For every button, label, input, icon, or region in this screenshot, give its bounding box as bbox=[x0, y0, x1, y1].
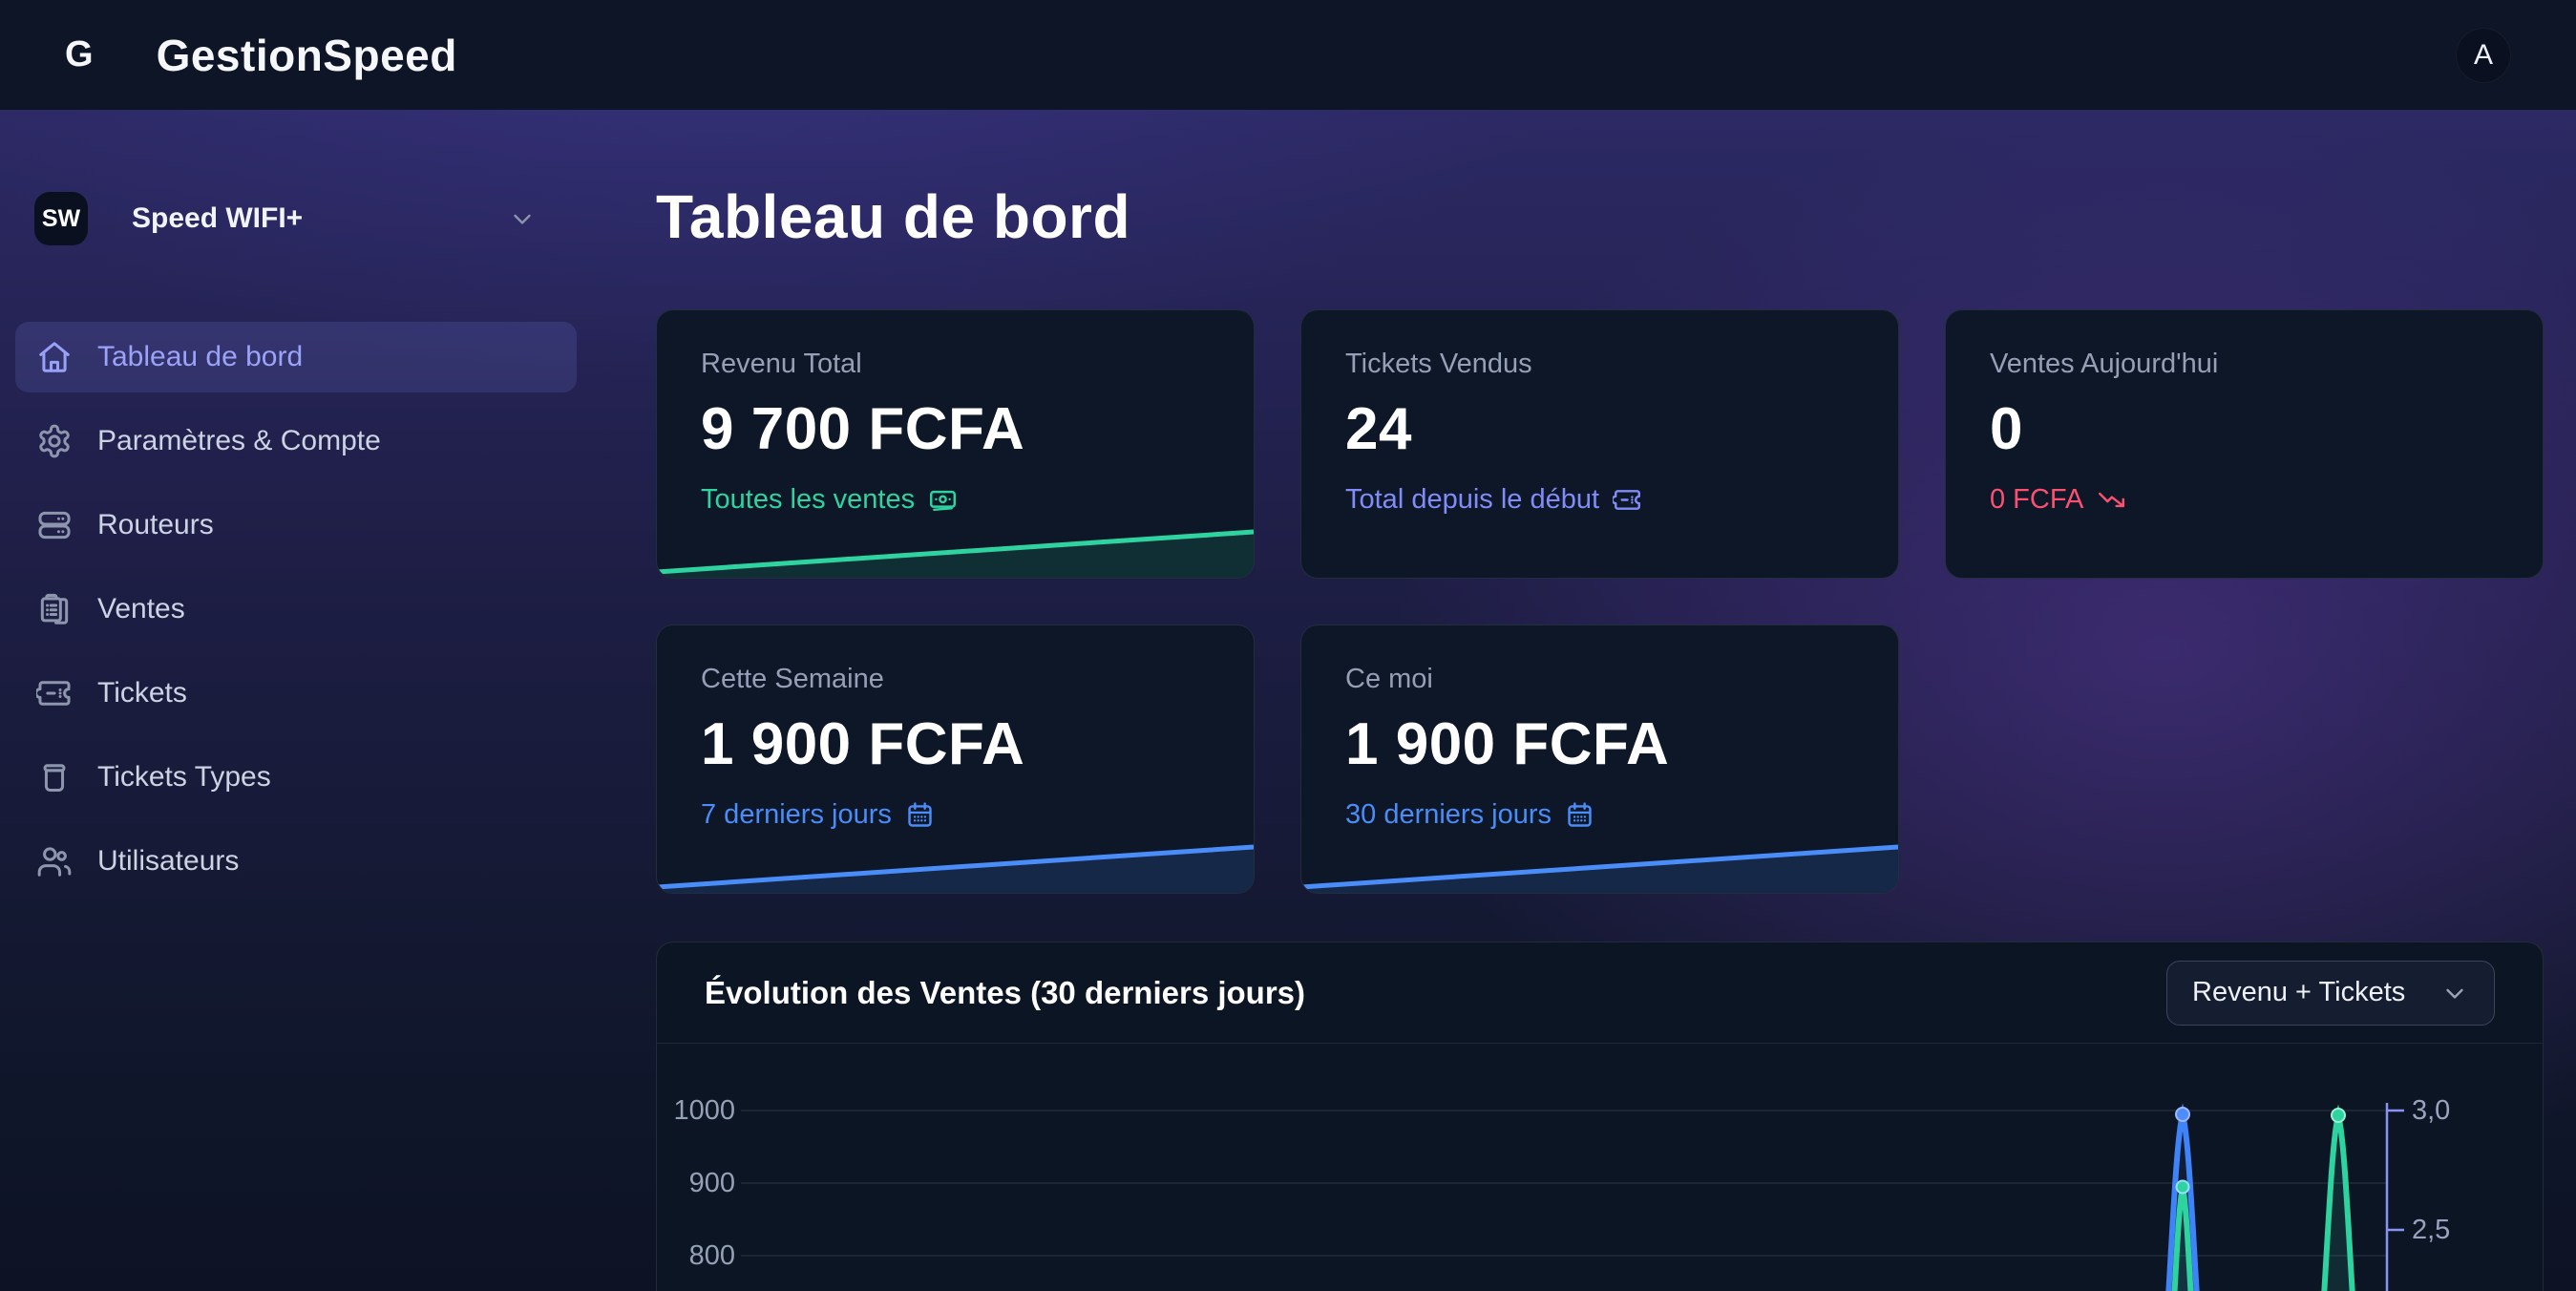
card-value: 1 900 FCFA bbox=[1345, 711, 1670, 777]
card-value: 0 bbox=[1990, 396, 2023, 462]
sales-evolution-panel: Évolution des Ventes (30 derniers jours)… bbox=[656, 942, 2544, 1291]
user-avatar[interactable]: A bbox=[2456, 27, 2511, 83]
sidebar-item-label: Tickets Types bbox=[97, 761, 271, 793]
sidebar-item-label: Ventes bbox=[97, 593, 185, 624]
card-cette-semaine: Cette Semaine 1 900 FCFA 7 derniers jour… bbox=[656, 624, 1255, 894]
data-point-revenu bbox=[2175, 1107, 2190, 1122]
topbar: G GestionSpeed A bbox=[0, 0, 2576, 110]
card-label: Revenu Total bbox=[701, 349, 862, 379]
y-left-tick: 1000 bbox=[673, 1095, 735, 1126]
card-footer: 7 derniers jours bbox=[701, 799, 1210, 831]
sidebar-item-label: Tickets bbox=[97, 677, 187, 709]
card-footer: Total depuis le début bbox=[1345, 484, 1854, 516]
sidebar-item-label: Routeurs bbox=[97, 509, 214, 540]
y-right-tick: 2,5 bbox=[2412, 1215, 2451, 1245]
y-left-tick: 900 bbox=[688, 1168, 735, 1198]
ticket-icon bbox=[1613, 485, 1642, 515]
sidebar: SW Speed WIFI+ Tableau de bord Paramètre… bbox=[0, 110, 592, 1291]
sidebar-item-routeurs[interactable]: Routeurs bbox=[15, 490, 577, 561]
sidebar-item-label: Paramètres & Compte bbox=[97, 425, 381, 456]
card-footer-text: 30 derniers jours bbox=[1345, 799, 1552, 830]
data-point-tickets bbox=[2331, 1108, 2346, 1123]
ticket-icon bbox=[36, 675, 73, 711]
sidebar-item-utilisateurs[interactable]: Utilisateurs bbox=[15, 826, 577, 897]
card-footer-text: Total depuis le début bbox=[1345, 484, 1600, 515]
stats-grid: Revenu Total 9 700 FCFA Toutes les vente… bbox=[656, 309, 2544, 894]
card-value: 1 900 FCFA bbox=[701, 711, 1025, 777]
chevron-down-icon bbox=[2440, 979, 2469, 1007]
sidebar-item-parametres-compte[interactable]: Paramètres & Compte bbox=[15, 406, 577, 476]
chart-title: Évolution des Ventes (30 derniers jours) bbox=[705, 974, 1306, 1010]
app-logo: G bbox=[65, 34, 94, 74]
main-content: Tableau de bord Revenu Total 9 700 FCFA … bbox=[592, 110, 2576, 1291]
card-label: Ventes Aujourd'hui bbox=[1990, 349, 2219, 379]
card-tickets-vendus: Tickets Vendus 24 Total depuis le début bbox=[1300, 309, 1899, 579]
server-icon bbox=[36, 507, 73, 543]
card-ce-moi: Ce moi 1 900 FCFA 30 derniers jours bbox=[1300, 624, 1899, 894]
sparkline-blue bbox=[657, 844, 1254, 893]
gear-icon bbox=[36, 423, 73, 459]
card-value: 24 bbox=[1345, 396, 1412, 462]
sparkline-green bbox=[657, 529, 1254, 578]
line-chart-plot bbox=[741, 1103, 2404, 1291]
chevron-down-icon bbox=[508, 204, 537, 233]
sidebar-item-ventes[interactable]: Ventes bbox=[15, 574, 577, 645]
card-footer: 30 derniers jours bbox=[1345, 799, 1854, 831]
calendar-icon bbox=[905, 800, 935, 830]
workspace-name: Speed WIFI+ bbox=[132, 202, 304, 234]
y-right-tick: 3,0 bbox=[2412, 1095, 2451, 1126]
card-label: Cette Semaine bbox=[701, 664, 884, 694]
card-revenu-total: Revenu Total 9 700 FCFA Toutes les vente… bbox=[656, 309, 1255, 579]
card-ventes-aujourdhui: Ventes Aujourd'hui 0 0 FCFA bbox=[1945, 309, 2544, 579]
workspace-badge: SW bbox=[34, 192, 88, 245]
trending-down-icon bbox=[2097, 485, 2126, 515]
sidebar-nav: Tableau de bord Paramètres & Compte Rout… bbox=[15, 322, 577, 897]
card-footer: Toutes les ventes bbox=[701, 484, 1210, 516]
clipboard-list-icon bbox=[36, 591, 73, 627]
home-icon bbox=[36, 339, 73, 375]
card-footer: 0 FCFA bbox=[1990, 484, 2499, 516]
series-selector-value: Revenu + Tickets bbox=[2192, 977, 2406, 1007]
calendar-icon bbox=[1565, 800, 1594, 830]
sidebar-item-tableau-de-bord[interactable]: Tableau de bord bbox=[15, 322, 577, 392]
workspace-selector[interactable]: SW Speed WIFI+ bbox=[15, 192, 577, 245]
card-footer-text: Toutes les ventes bbox=[701, 484, 916, 515]
panel-header: Évolution des Ventes (30 derniers jours)… bbox=[657, 942, 2543, 1044]
app-title: GestionSpeed bbox=[156, 30, 457, 80]
data-point-tickets bbox=[2175, 1179, 2190, 1195]
users-icon bbox=[36, 843, 73, 879]
avatar-initial: A bbox=[2473, 38, 2493, 71]
card-label: Ce moi bbox=[1345, 664, 1433, 694]
y-left-tick: 800 bbox=[688, 1240, 735, 1271]
sidebar-item-tickets-types[interactable]: Tickets Types bbox=[15, 742, 577, 813]
banknote-icon bbox=[928, 485, 958, 515]
card-footer-text: 0 FCFA bbox=[1990, 484, 2084, 515]
sidebar-item-label: Utilisateurs bbox=[97, 845, 240, 877]
sparkline-blue bbox=[1301, 844, 1898, 893]
page-body: SW Speed WIFI+ Tableau de bord Paramètre… bbox=[0, 110, 2576, 1291]
jar-icon bbox=[36, 759, 73, 795]
sidebar-item-label: Tableau de bord bbox=[97, 341, 304, 372]
series-selector-dropdown[interactable]: Revenu + Tickets bbox=[2166, 960, 2495, 1026]
card-footer-text: 7 derniers jours bbox=[701, 799, 892, 830]
sidebar-item-tickets[interactable]: Tickets bbox=[15, 658, 577, 729]
card-value: 9 700 FCFA bbox=[701, 396, 1025, 462]
card-label: Tickets Vendus bbox=[1345, 349, 1532, 379]
page-title: Tableau de bord bbox=[656, 182, 1131, 251]
